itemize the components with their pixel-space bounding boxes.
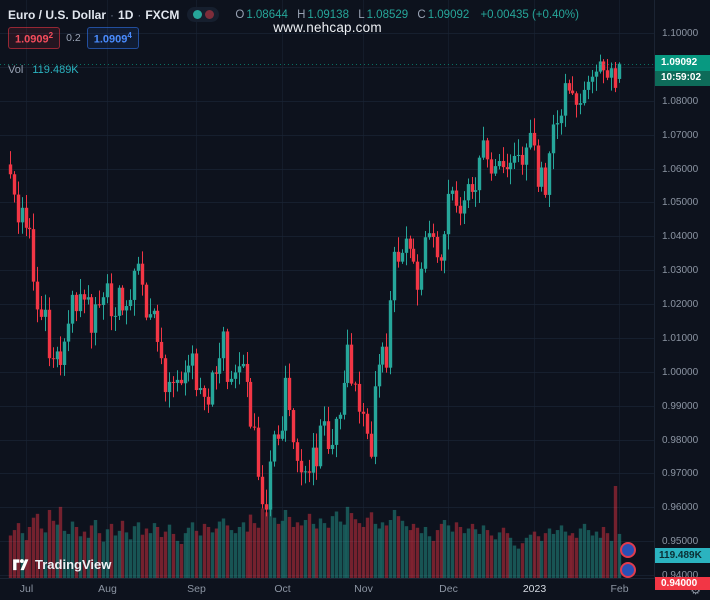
open-label: O	[235, 8, 245, 21]
time-axis-label: 2023	[522, 583, 547, 595]
tradingview-logo[interactable]: TradingView	[12, 557, 111, 572]
high-value: 1.09138	[307, 8, 349, 21]
timeframe-label[interactable]: 1D	[118, 7, 134, 22]
site-watermark: www.nehcap.com	[273, 20, 382, 35]
price-axis-label: 1.08000	[662, 95, 699, 107]
ohlc-readout: O 1.08644 H 1.09138 L 1.08529 C 1.09092 +0.0…	[229, 9, 579, 21]
time-axis-label: Dec	[439, 583, 458, 595]
grid-layer	[0, 0, 655, 578]
price-axis-label: 1.07000	[662, 129, 699, 141]
time-axis-label: Oct	[274, 583, 291, 595]
symbol-title[interactable]: Euro / U.S. Dollar	[8, 7, 107, 22]
sell-price: 1.0909	[15, 33, 49, 46]
buy-sell-toggle[interactable]	[187, 7, 220, 22]
buy-price: 1.0909	[93, 33, 128, 46]
time-axis[interactable]: Jul Aug Sep Oct Nov Dec 2023 Feb	[0, 578, 710, 600]
volume-label: Vol	[8, 64, 24, 76]
low-value: 1.08529	[366, 8, 409, 21]
price-axis-label: 0.95000	[662, 535, 699, 547]
price-axis-label: 0.99000	[662, 400, 699, 412]
price-axis-label: 0.96000	[662, 501, 699, 513]
price-axis-label: 1.03000	[662, 264, 699, 276]
bar-countdown: 10:59:02	[655, 70, 710, 86]
toggle-red-dot-icon	[204, 10, 214, 19]
candles-layer	[8, 54, 622, 517]
scale-low-badge: 0.94000	[655, 577, 710, 590]
sell-price-sup: 2	[48, 31, 54, 40]
buy-sell-widget: 1.09092 0.2 1.09094	[8, 27, 139, 49]
toggle-green-dot-icon	[192, 10, 202, 19]
volume-layer	[8, 486, 622, 578]
price-axis-label: 1.05000	[662, 196, 699, 208]
legend-separator: ·	[110, 7, 115, 22]
last-price-value: 1.09092	[655, 54, 710, 71]
last-price-badge: 1.09092 10:59:02	[655, 54, 710, 86]
spread-label: 0.2	[66, 31, 81, 44]
volume-axis-badge: 119.489K	[655, 548, 710, 563]
economic-event-icon[interactable]	[620, 542, 636, 558]
time-axis-label: Sep	[187, 583, 206, 595]
exchange-label[interactable]: FXCM	[145, 7, 180, 22]
legend-separator: ·	[137, 7, 142, 22]
open-value: 1.08644	[246, 8, 288, 21]
price-axis-label: 1.01000	[662, 332, 699, 344]
time-axis-label: Nov	[354, 583, 373, 595]
economic-event-icon[interactable]	[620, 562, 636, 578]
change-value: +0.00435 (+0.40%)	[480, 8, 579, 21]
low-label: L	[358, 8, 365, 21]
price-axis[interactable]: 1.100001.090001.080001.070001.060001.050…	[654, 0, 710, 581]
price-axis-label: 1.00000	[662, 366, 699, 378]
close-value: 1.09092	[427, 8, 470, 21]
symbol-legend: Euro / U.S. Dollar · 1D · FXCM O 1.08644 …	[8, 7, 579, 22]
buy-price-sup: 4	[127, 31, 132, 40]
high-label: H	[297, 8, 306, 21]
time-axis-label: Jul	[19, 583, 34, 595]
price-axis-label: 1.06000	[662, 163, 699, 175]
volume-indicator-legend: Vol 119.489K	[8, 64, 79, 76]
volume-value: 119.489K	[32, 64, 79, 76]
buy-button[interactable]: 1.09094	[86, 27, 139, 49]
close-label: C	[417, 8, 426, 21]
price-axis-label: 1.10000	[662, 27, 699, 39]
price-axis-label: 0.94000	[662, 569, 699, 581]
time-axis-label: Aug	[98, 583, 117, 595]
tradingview-logo-icon	[13, 559, 29, 571]
price-axis-label: 0.97000	[662, 467, 699, 479]
price-axis-label: 1.04000	[662, 230, 699, 242]
time-axis-label: Feb	[610, 583, 629, 595]
tradingview-logo-text: TradingView	[35, 557, 112, 572]
price-axis-label: 1.02000	[662, 298, 699, 310]
sell-button[interactable]: 1.09092	[8, 27, 61, 49]
price-axis-label: 0.98000	[662, 434, 699, 446]
